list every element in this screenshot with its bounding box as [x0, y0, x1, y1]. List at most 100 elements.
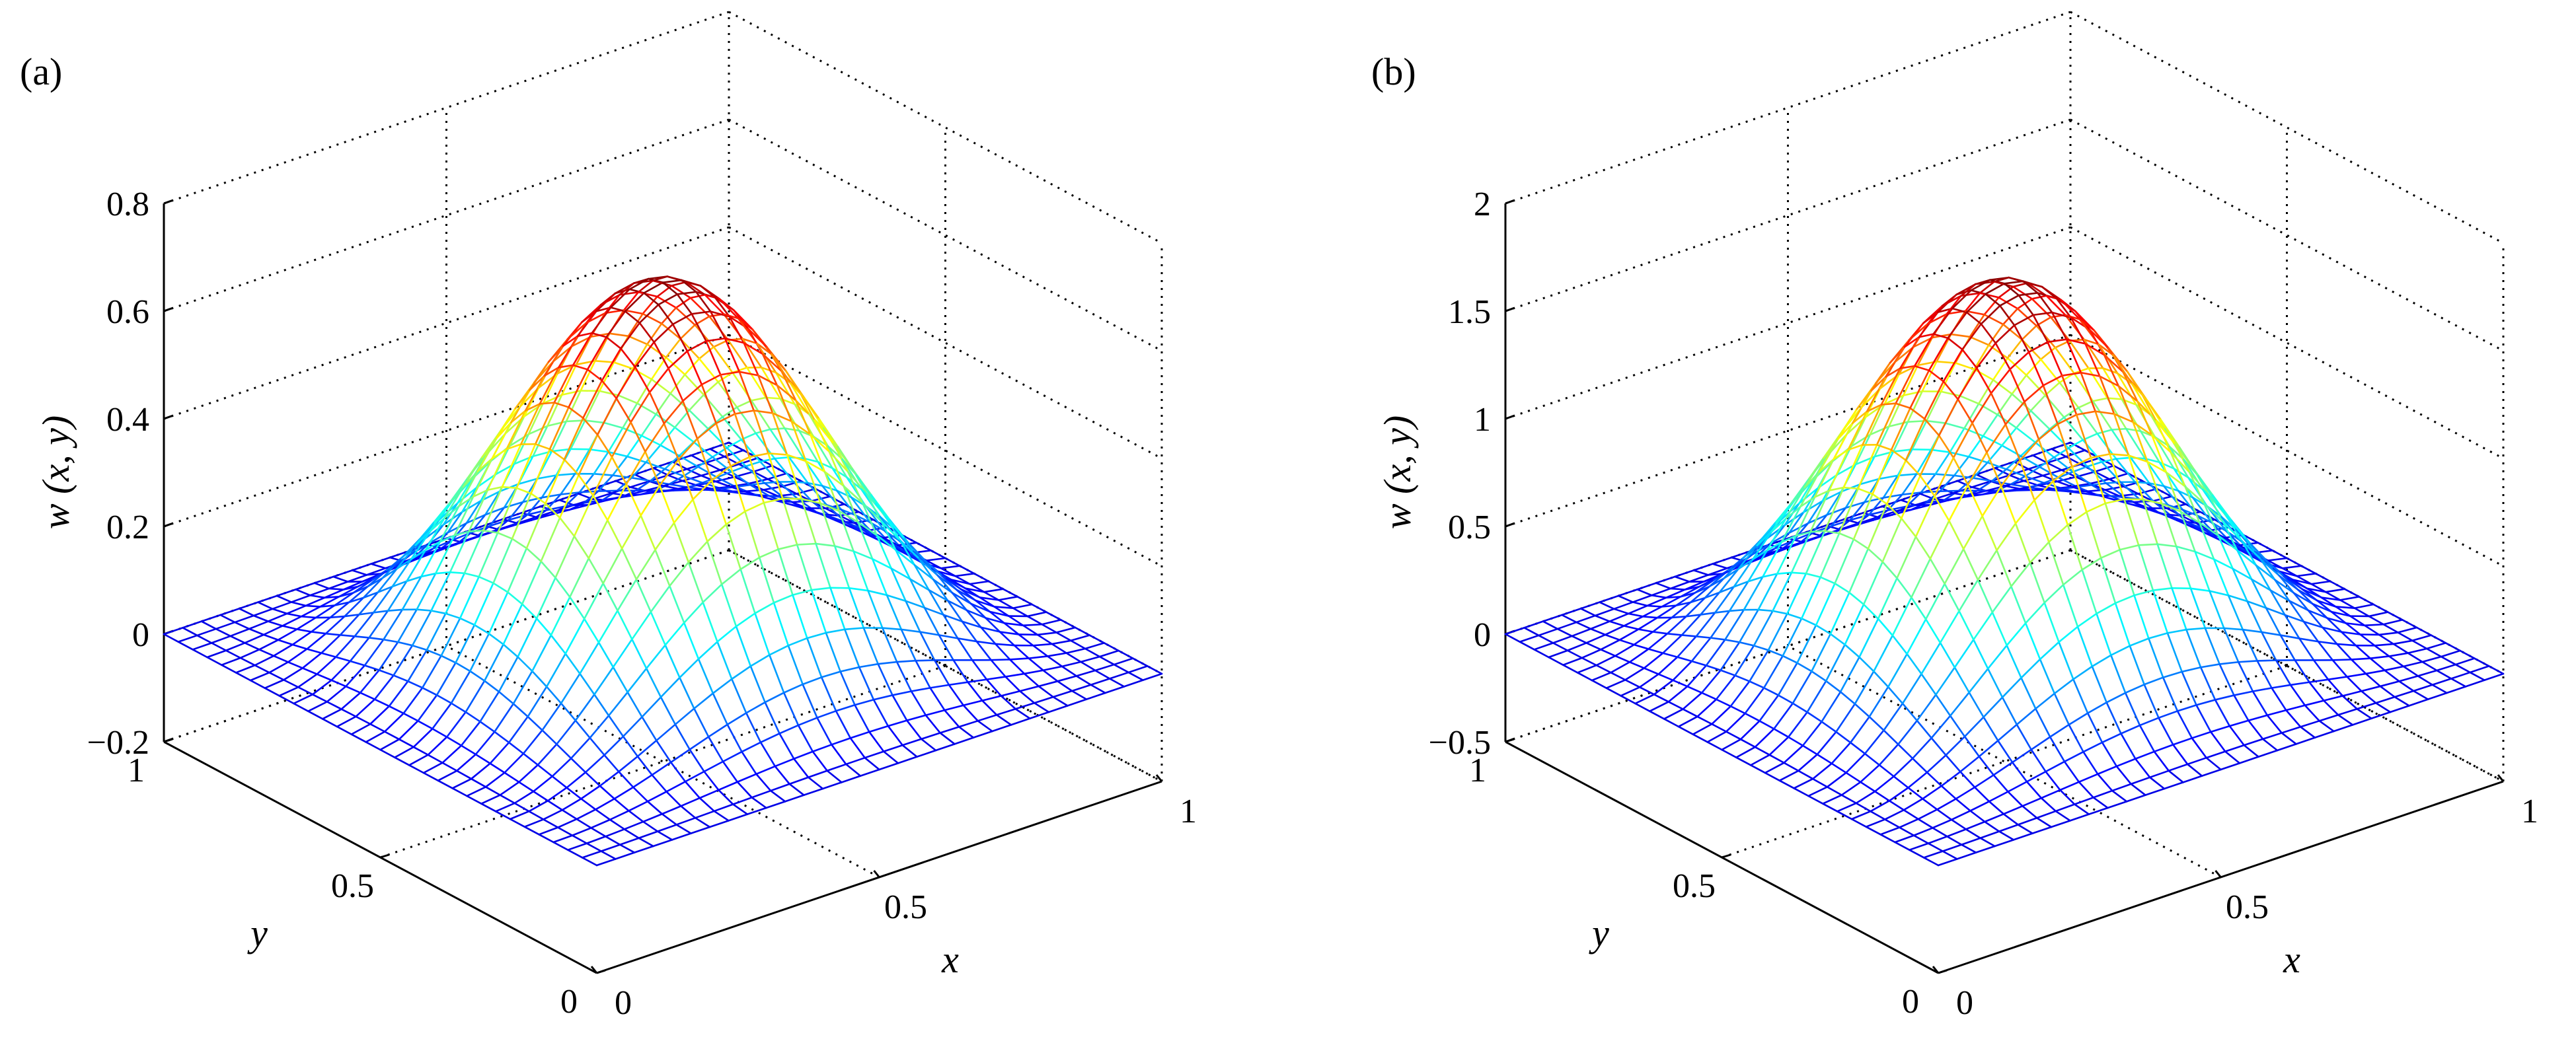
surface-segment [1942, 772, 1961, 786]
surface-segment [803, 677, 822, 684]
surface-segment [640, 323, 654, 342]
surface-segment [231, 629, 250, 636]
surface-segment [2220, 664, 2234, 695]
surface-segment [972, 660, 987, 679]
y-tick-mark-2 [1505, 739, 1514, 742]
surface-segment [268, 622, 283, 626]
surface-segment [1924, 851, 1943, 858]
surface-segment [669, 369, 683, 401]
surface-segment [845, 630, 859, 667]
surface-segment [1929, 371, 1944, 382]
surface-segment [2282, 727, 2301, 733]
surface-segment [643, 814, 662, 822]
surface-segment [451, 703, 466, 712]
surface-segment [566, 654, 580, 674]
surface-segment [2163, 678, 2178, 711]
surface-segment [476, 754, 490, 764]
surface-segment [547, 654, 566, 687]
surface-segment [1721, 642, 1740, 670]
surface-segment [746, 713, 761, 742]
surface-segment [926, 715, 940, 733]
surface-segment [1904, 810, 1918, 819]
surface-segment [1621, 687, 1640, 696]
surface-segment [700, 790, 719, 798]
surface-segment [2154, 744, 2174, 751]
surface-segment [1907, 619, 1926, 654]
surface-segment [533, 776, 552, 791]
surface-segment [2107, 693, 2126, 703]
surface-segment [556, 474, 576, 475]
surface-segment [2022, 798, 2041, 806]
surface-segment [2078, 627, 2092, 667]
surface-segment [2075, 311, 2094, 330]
surface-segment [663, 486, 678, 489]
surface-segment [728, 725, 742, 752]
surface-segment [2125, 684, 2144, 693]
surface-segment [2008, 792, 2023, 807]
surface-segment [2389, 653, 2408, 657]
surface-segment [968, 680, 987, 682]
surface-segment [355, 636, 369, 637]
surface-segment [2079, 782, 2094, 798]
surface-segment [1783, 618, 1802, 656]
surface-segment [2243, 630, 2262, 632]
surface-segment [1887, 460, 1906, 504]
surface-segment [1597, 656, 1616, 665]
surface-segment [2334, 725, 2353, 731]
surface-segment [381, 739, 400, 750]
surface-segment [2395, 697, 2409, 705]
surface-segment [2267, 715, 2282, 733]
surface-segment [1595, 609, 1614, 616]
surface-segment [665, 645, 680, 678]
surface-segment [1902, 474, 1916, 495]
surface-segment [1648, 598, 1667, 606]
y-tick-label-1: 0.5 [1673, 867, 1716, 905]
surface-segment [2318, 641, 2333, 660]
surface-segment [2347, 677, 2362, 692]
surface-segment [2257, 661, 2272, 688]
surface-segment [675, 709, 695, 725]
x-tick-mark-1 [2216, 871, 2221, 877]
surface-segment [643, 297, 658, 314]
surface-segment [997, 709, 1016, 715]
surface-segment [613, 667, 628, 692]
surface-segment [178, 635, 198, 642]
surface-segment [1989, 792, 2008, 802]
surface-segment [250, 672, 270, 680]
surface-segment [1649, 702, 1669, 711]
surface-segment [1961, 838, 1981, 845]
surface-segment [1855, 671, 1874, 703]
surface-segment [1981, 832, 2000, 838]
surface-segment [704, 382, 718, 394]
surface-segment [946, 558, 960, 566]
surface-segment [662, 308, 676, 324]
surface-segment [2150, 771, 2169, 777]
surface-segment [911, 688, 930, 691]
surface-segment [694, 709, 708, 737]
surface-segment [2423, 662, 2437, 670]
surface-segment [2372, 712, 2391, 719]
surface-segment [622, 515, 641, 548]
surface-segment [2305, 701, 2324, 705]
surface-segment [1816, 583, 1835, 625]
surface-segment [2356, 645, 2370, 659]
surface-segment [1525, 622, 1544, 628]
surface-segment [1001, 691, 1020, 696]
surface-segment [486, 787, 500, 795]
surface-segment [2398, 633, 2413, 641]
surface-segment [1836, 732, 1850, 742]
surface-segment [321, 635, 340, 653]
surface-segment [469, 530, 484, 531]
surface-segment [690, 750, 704, 772]
surface-segment [708, 737, 723, 761]
surface-segment [556, 721, 576, 744]
surface-segment [496, 803, 515, 811]
surface-segment [780, 733, 794, 758]
surface-segment [164, 628, 183, 634]
surface-segment [725, 338, 739, 372]
surface-segment [2031, 395, 2045, 410]
surface-segment [2097, 603, 2116, 614]
surface-segment [541, 561, 556, 578]
surface-segment [1860, 619, 1879, 657]
surface-segment [277, 589, 296, 596]
